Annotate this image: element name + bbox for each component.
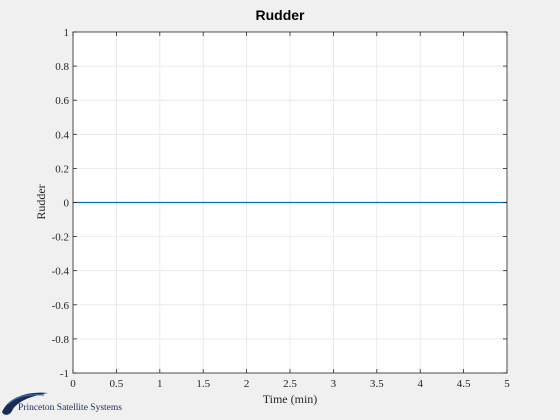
x-axis-label: Time (min) (263, 392, 318, 406)
ticks (72, 31, 508, 374)
y-tick-label: 0.4 (55, 129, 69, 141)
x-tick-label: 1.5 (196, 378, 210, 390)
y-tick-label: -0.4 (52, 266, 70, 278)
y-tick-label: -0.6 (52, 300, 70, 312)
x-tick-label: 3.5 (370, 378, 384, 390)
swoosh-icon (2, 392, 48, 415)
x-tick-label: 0 (70, 378, 76, 390)
x-tick-label: 0.5 (110, 378, 124, 390)
x-tick-label: 3 (331, 378, 337, 390)
y-tick-label: -0.2 (52, 232, 69, 244)
chart-title: Rudder (256, 7, 306, 23)
y-tick-label: -1 (60, 368, 69, 380)
y-tick-label: 0.8 (55, 61, 69, 73)
brand-logo: Princeton Satellite Systems (2, 392, 122, 415)
brand-name: Princeton Satellite Systems (18, 403, 122, 413)
y-tick-label: 0.2 (55, 163, 69, 175)
x-tick-label: 2.5 (283, 378, 297, 390)
y-tick-label: 0 (64, 198, 70, 210)
y-tick-labels: -1 -0.8 -0.6 -0.4 -0.2 0 0.2 0.4 0.6 0.8 1 (52, 27, 70, 380)
x-tick-label: 2 (244, 378, 250, 390)
swoosh-accent-icon (7, 394, 45, 405)
y-tick-label: 0.6 (55, 95, 69, 107)
x-tick-label: 4.5 (457, 378, 471, 390)
y-axis-label: Rudder (34, 184, 48, 219)
y-tick-label: -0.8 (52, 334, 70, 346)
x-tick-label: 4 (417, 378, 423, 390)
x-tick-label: 1 (157, 378, 163, 390)
x-tick-labels: 0 0.5 1 1.5 2 2.5 3 3.5 4 4.5 5 (70, 378, 510, 390)
x-tick-label: 5 (504, 378, 510, 390)
y-tick-label: 1 (64, 27, 70, 39)
